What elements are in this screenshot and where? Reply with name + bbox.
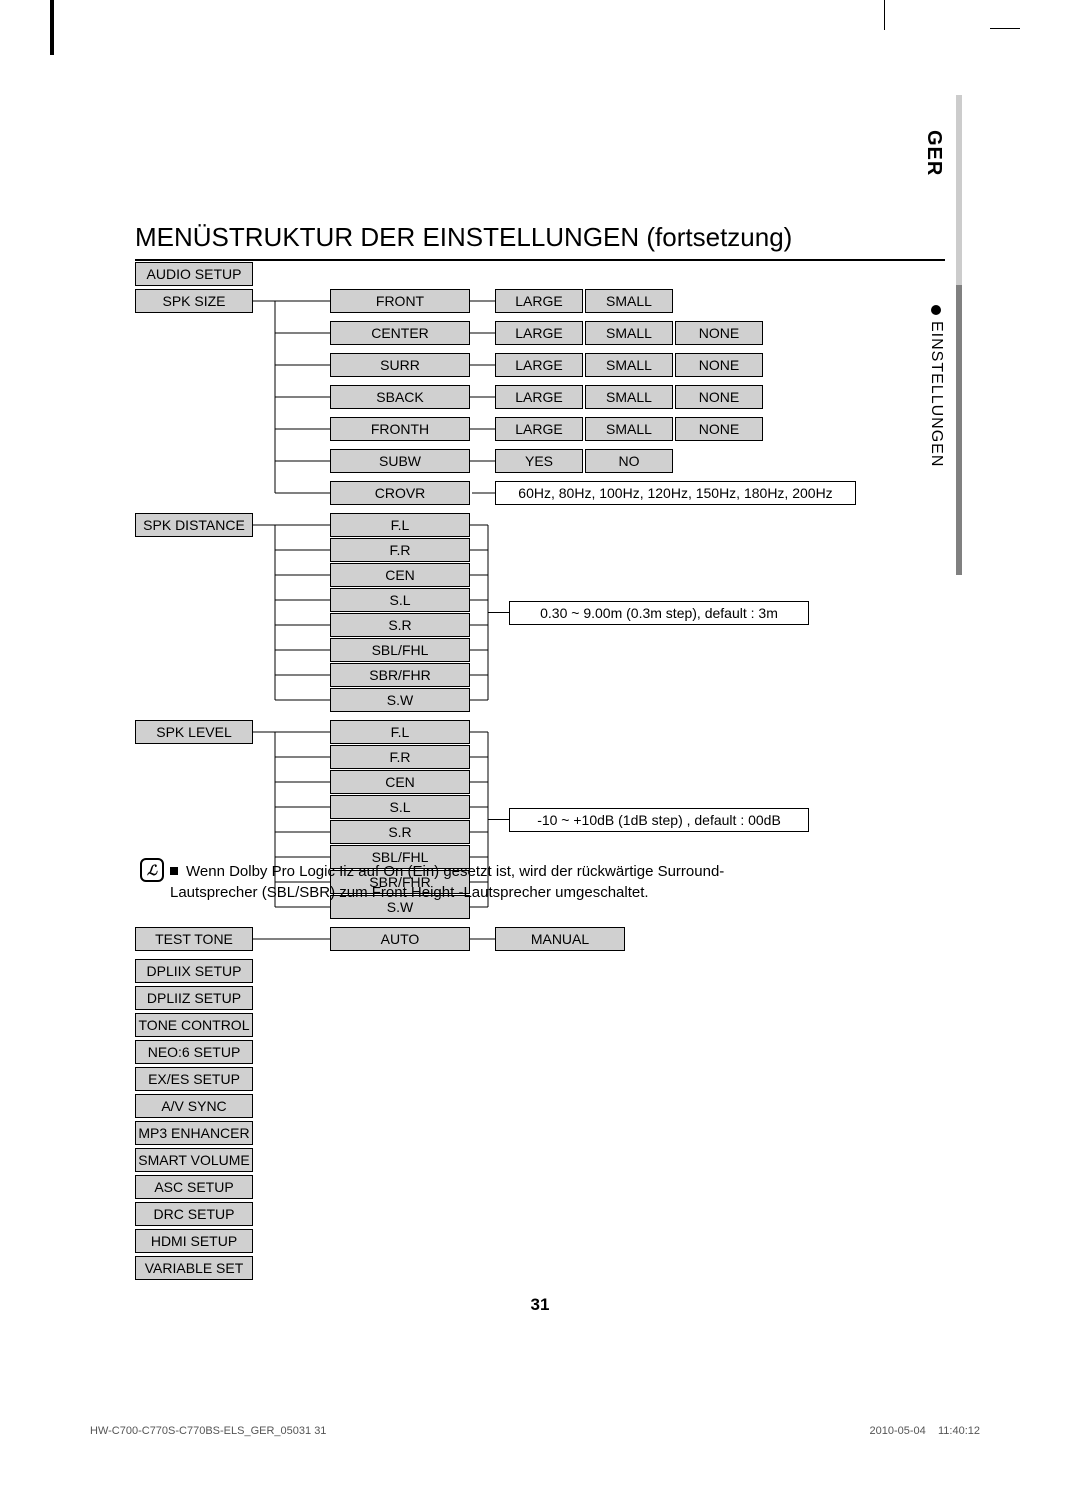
menu-option: NO	[585, 449, 673, 473]
menu-item: S.L	[330, 588, 470, 612]
menu-range: -10 ~ +10dB (1dB step) , default : 00dB	[509, 808, 809, 832]
menu-option: LARGE	[495, 385, 583, 409]
menu-item: AUTO	[330, 927, 470, 951]
menu-range: 0.30 ~ 9.00m (0.3m step), default : 3m	[509, 601, 809, 625]
menu-item: CEN	[330, 563, 470, 587]
footer-timestamp: 2010-05-04 11:40:12	[869, 1425, 980, 1437]
menu-item: SURR	[330, 353, 470, 377]
menu-option: LARGE	[495, 353, 583, 377]
menu-item: FRONT	[330, 289, 470, 313]
menu-category: NEO:6 SETUP	[135, 1040, 253, 1064]
crop-mark	[884, 0, 885, 30]
menu-option: NONE	[675, 321, 763, 345]
page-title: MENÜSTRUKTUR DER EINSTELLUNGEN (fortsetz…	[135, 222, 945, 261]
footer-date: 2010-05-04	[869, 1425, 925, 1437]
menu-item: CENTER	[330, 321, 470, 345]
side-section-label: EINSTELLUNGEN	[927, 305, 945, 467]
menu-item: F.R	[330, 538, 470, 562]
menu-option: NONE	[675, 353, 763, 377]
menu-category: SPK DISTANCE	[135, 513, 253, 537]
menu-item: CEN	[330, 770, 470, 794]
bullet-icon	[931, 305, 941, 315]
menu-option: LARGE	[495, 417, 583, 441]
menu-item: F.L	[330, 720, 470, 744]
menu-option: LARGE	[495, 289, 583, 313]
menu-category: TONE CONTROL	[135, 1013, 253, 1037]
side-section-text: EINSTELLUNGEN	[928, 321, 945, 467]
menu-item: S.L	[330, 795, 470, 819]
menu-category: DPLIIZ SETUP	[135, 986, 253, 1010]
menu-category: DPLIIX SETUP	[135, 959, 253, 983]
menu-range: 60Hz, 80Hz, 100Hz, 120Hz, 150Hz, 180Hz, …	[495, 481, 856, 505]
menu-option: SMALL	[585, 289, 673, 313]
menu-option: SMALL	[585, 353, 673, 377]
menu-item: F.R	[330, 745, 470, 769]
menu-item: SBACK	[330, 385, 470, 409]
menu-category: MP3 ENHANCER	[135, 1121, 253, 1145]
menu-option: NONE	[675, 417, 763, 441]
menu-option: SMALL	[585, 385, 673, 409]
menu-item: S.W	[330, 688, 470, 712]
menu-category: HDMI SETUP	[135, 1229, 253, 1253]
note-icon: ℒ	[140, 858, 164, 882]
menu-category: EX/ES SETUP	[135, 1067, 253, 1091]
menu-category: VARIABLE SET	[135, 1256, 253, 1280]
menu-item: SBL/FHL	[330, 638, 470, 662]
menu-item: SUBW	[330, 449, 470, 473]
menu-item: SBR/FHR	[330, 663, 470, 687]
menu-item: S.R	[330, 820, 470, 844]
color-bar	[50, 0, 54, 55]
menu-category: SPK LEVEL	[135, 720, 253, 744]
page-number: 31	[0, 1295, 1080, 1315]
menu-item: FRONTH	[330, 417, 470, 441]
menu-category: TEST TONE	[135, 927, 253, 951]
side-bar	[956, 285, 962, 575]
menu-category: A/V SYNC	[135, 1094, 253, 1118]
menu-option: SMALL	[585, 321, 673, 345]
menu-item: F.L	[330, 513, 470, 537]
menu-category: SPK SIZE	[135, 289, 253, 313]
menu-option: SMALL	[585, 417, 673, 441]
menu-item: CROVR	[330, 481, 470, 505]
menu-option: LARGE	[495, 321, 583, 345]
menu-option: MANUAL	[495, 927, 625, 951]
footer-file-info: HW-C700-C770S-C770BS-ELS_GER_05031 31	[90, 1425, 326, 1437]
menu-root: AUDIO SETUP	[135, 262, 253, 286]
note-text: Wenn Dolby Pro Logic Iiz auf On (Ein) ge…	[170, 861, 810, 903]
menu-category: SMART VOLUME	[135, 1148, 253, 1172]
note-bullet-icon	[170, 867, 178, 875]
menu-category: ASC SETUP	[135, 1175, 253, 1199]
note-content: Wenn Dolby Pro Logic Iiz auf On (Ein) ge…	[170, 863, 724, 901]
crop-mark	[990, 28, 1020, 29]
footer-time: 11:40:12	[938, 1425, 980, 1437]
menu-option: NONE	[675, 385, 763, 409]
menu-option: YES	[495, 449, 583, 473]
menu-item: S.R	[330, 613, 470, 637]
menu-category: DRC SETUP	[135, 1202, 253, 1226]
language-tag: GER	[922, 130, 945, 176]
